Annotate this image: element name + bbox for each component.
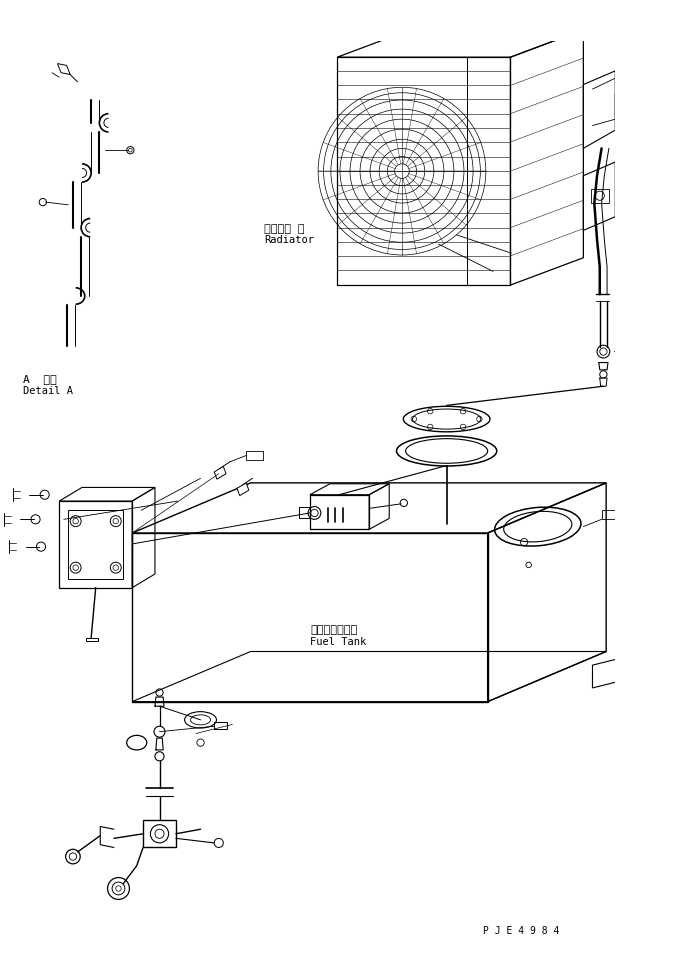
Text: P J E 4 9 8 4: P J E 4 9 8 4 bbox=[483, 925, 560, 935]
Polygon shape bbox=[652, 169, 672, 184]
Text: Detail A: Detail A bbox=[23, 386, 73, 396]
Text: A  詳細: A 詳細 bbox=[23, 375, 57, 384]
Text: Fuel Tank: Fuel Tank bbox=[310, 637, 366, 646]
Text: フェエルタンク: フェエルタンク bbox=[310, 625, 357, 635]
Bar bbox=[533, 23, 560, 31]
Polygon shape bbox=[237, 483, 249, 496]
Text: ラジエー タ: ラジエー タ bbox=[265, 224, 305, 234]
Bar bbox=[86, 639, 99, 642]
Text: Radiator: Radiator bbox=[265, 235, 315, 244]
Bar bbox=[601, 511, 620, 519]
Polygon shape bbox=[57, 65, 70, 75]
Bar bbox=[246, 452, 263, 461]
Bar bbox=[214, 722, 227, 730]
Bar bbox=[591, 190, 609, 203]
Polygon shape bbox=[214, 467, 226, 480]
